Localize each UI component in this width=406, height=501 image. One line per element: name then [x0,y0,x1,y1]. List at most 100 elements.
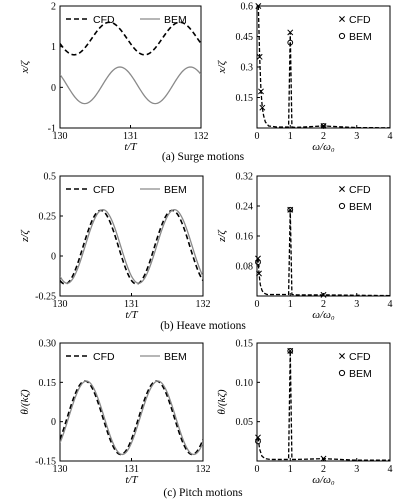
bem-marker [287,206,294,213]
series-line-cfd [60,21,201,56]
cfd-marker [258,88,264,95]
y-axis-label: θ/(kζ) [19,389,31,414]
caption: (b) Heave motions [160,320,246,332]
bem-marker [287,39,294,46]
bem-marker [320,123,327,129]
y-tick-label: -0.15 [35,457,56,468]
cfd-marker [259,104,266,111]
x-axis-label: t/T [125,474,138,486]
series-line-cfd [257,350,390,461]
x-tick-label: 4 [388,131,393,142]
legend-label-cfd: CFD [93,14,115,26]
cfd-marker [256,270,262,277]
legend-symbol-bem [338,202,346,210]
y-tick-label: 0.30 [39,339,57,350]
series-line-bem [60,208,203,284]
x-tick-label: 1 [288,299,293,310]
y-axis-label: z/ζ [19,229,31,243]
chart-pitch-spectrum: 0 1 2 3 4 0.05 0.10 0.15 ω/ω₀ θ/(kζ) CFD BEM [216,339,393,487]
legend-label-cfd: CFD [93,351,115,363]
x-axis-label: ω/ω₀ [312,474,335,486]
y-tick-label: 0 [51,252,56,263]
series-line-cfd [257,209,390,296]
y-tick-label: 0.3 [241,63,254,74]
legend-label-bem: BEM [349,201,372,213]
x-tick-label: 131 [124,464,139,475]
x-tick-label: 0 [255,464,260,475]
x-axis-label: ω/ω₀ [312,141,335,153]
y-tick-label: 0 [51,417,56,428]
x-tick-label: 3 [354,299,359,310]
legend: CFD BEM [338,184,372,213]
bem-marker [255,438,261,445]
x-tick-label: 2 [321,131,326,142]
x-tick-label: 130 [53,131,68,142]
chart-surge-spectrum: 0 1 2 3 4 0.15 0.3 0.45 0.6 ω/ω₀ x/ζ CFD BEM [216,2,393,154]
legend-label-cfd: CFD [349,184,371,196]
y-tick-label: 0.45 [236,32,254,43]
legend-symbol-cfd [339,16,345,22]
y-tick-label: 0.15 [236,93,254,104]
bem-marker [255,259,261,266]
legend: CFD BEM [338,14,372,43]
cfd-marker [256,53,263,60]
legend-label-bem: BEM [164,14,187,26]
cfd-marker [320,291,327,298]
y-tick-label: 1 [51,42,56,53]
y-axis-label: x/ζ [216,59,228,74]
series-line-cfd [60,209,203,285]
chart-surge-time: 130 131 132 -1 0 1 2 t/T x/ζ CFD BEM [19,2,209,154]
legend-label-cfd: CFD [93,184,115,196]
y-axis-label: x/ζ [19,59,31,74]
y-tick-label: 0.05 [236,417,254,428]
legend-symbol-cfd [339,353,345,359]
y-tick-label: 0.10 [236,378,254,389]
cfd-marker [287,29,294,36]
caption: (a) Surge motions [162,151,245,163]
legend-symbol-bem [338,32,346,40]
y-tick-label: 0.25 [39,212,57,223]
legend: CFD BEM [66,184,187,196]
legend: CFD BEM [66,351,187,363]
y-tick-label: 0.6 [241,2,254,13]
x-tick-label: 4 [388,464,393,475]
x-tick-label: 1 [288,464,293,475]
legend-label-bem: BEM [164,351,187,363]
x-tick-label: 1 [288,131,293,142]
y-tick-label: 0 [51,83,56,94]
y-tick-label: 0.24 [236,202,254,213]
y-tick-label: 0.32 [236,172,254,183]
legend: CFD BEM [338,351,372,380]
series-line-bem [60,66,201,105]
x-tick-label: 131 [123,131,138,142]
x-axis-label: ω/ω₀ [312,309,335,321]
chart-heave-time: 130 131 132 -0.25 0 0.25 0.5 t/T z/ζ CFD BEM [19,172,211,322]
y-tick-label: -1 [48,124,56,135]
series-line-cfd [60,380,203,456]
legend: CFD BEM [66,14,187,26]
legend-label-bem: BEM [349,368,372,380]
x-tick-label: 0 [255,131,260,142]
caption: (c) Pitch motions [163,487,243,499]
y-tick-label: 0.15 [39,378,57,389]
y-tick-label: 0.08 [236,262,254,273]
cfd-marker [320,455,327,462]
x-tick-label: 3 [354,464,359,475]
legend-label-bem: BEM [164,184,187,196]
y-axis-label: θ/(kζ) [216,389,228,414]
x-tick-label: 130 [53,464,68,475]
legend-label-cfd: CFD [349,14,371,26]
chart-heave-spectrum: 0 1 2 3 4 0.08 0.16 0.24 0.32 ω/ω₀ z/ζ CFD BEM [216,172,393,322]
x-tick-label: 131 [124,299,139,310]
series-line-bem [60,380,203,456]
legend-label-cfd: CFD [349,351,371,363]
x-tick-label: 4 [388,299,393,310]
x-tick-label: 3 [354,131,359,142]
y-tick-label: 2 [51,2,56,13]
x-tick-label: 132 [196,464,211,475]
series-line-cfd [257,6,390,128]
legend-symbol-bem [338,369,346,377]
x-axis-label: t/T [125,309,138,321]
x-tick-label: 130 [53,299,68,310]
